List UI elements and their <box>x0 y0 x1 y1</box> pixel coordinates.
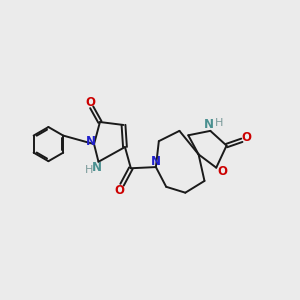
Text: O: O <box>114 184 124 197</box>
Text: N: N <box>204 118 214 131</box>
Text: H: H <box>85 165 93 175</box>
Text: O: O <box>217 165 227 178</box>
Text: O: O <box>241 131 251 144</box>
Text: N: N <box>85 135 95 148</box>
Text: H: H <box>215 118 224 128</box>
Text: O: O <box>85 96 95 110</box>
Text: N: N <box>92 160 102 174</box>
Text: N: N <box>151 155 161 168</box>
